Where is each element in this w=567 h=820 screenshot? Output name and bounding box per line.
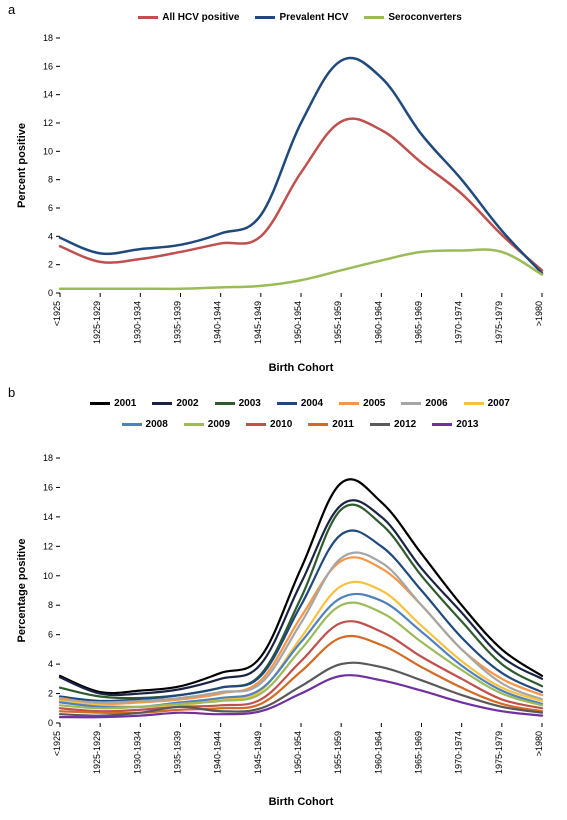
x-tick-label: 1965-1969 [414, 301, 424, 344]
x-tick-label: 1925-1929 [92, 731, 102, 774]
page: a All HCV positivePrevalent HCVSeroconve… [0, 0, 567, 820]
series-line [60, 552, 542, 702]
x-tick-label: 1940-1944 [213, 301, 223, 344]
x-tick-label: >1980 [534, 731, 544, 756]
y-tick-label: 6 [48, 203, 53, 213]
y-tick-label: 18 [43, 453, 53, 463]
x-tick-label: 1950-1954 [293, 731, 303, 774]
y-tick-label: 18 [43, 33, 53, 43]
series-line [60, 119, 542, 271]
x-tick-label: 1940-1944 [213, 731, 223, 774]
x-tick-label: 1930-1934 [132, 301, 142, 344]
chart-b: 0 2 4 6 8 10 12 14 16 18 <1925 1925-1929 1930-1934 19… [2, 398, 562, 813]
y-tick-label: 2 [48, 260, 53, 270]
x-tick-label: 1955-1959 [333, 301, 343, 344]
y-tick-label: 6 [48, 630, 53, 640]
y-tick-label: 10 [43, 146, 53, 156]
x-axis-title: Birth Cohort [269, 362, 334, 374]
y-tick-label: 0 [48, 288, 53, 298]
y-tick-label: 4 [48, 231, 53, 241]
x-tick-label: 1960-1964 [373, 301, 383, 344]
x-tick-label: 1975-1979 [494, 731, 504, 774]
x-tick-label: 1945-1949 [253, 301, 263, 344]
x-tick-label: 1970-1974 [454, 731, 464, 774]
series-line [60, 505, 542, 699]
y-tick-label: 16 [43, 61, 53, 71]
x-tick-label: 1960-1964 [373, 731, 383, 774]
x-tick-label: 1930-1934 [132, 731, 142, 774]
x-tick-label: 1935-1939 [173, 301, 183, 344]
y-tick-label: 0 [48, 718, 53, 728]
x-tick-label: 1945-1949 [253, 731, 263, 774]
y-tick-label: 14 [43, 90, 53, 100]
x-tick-label: 1955-1959 [333, 731, 343, 774]
y-tick-label: 14 [43, 512, 53, 522]
x-tick-label: 1925-1929 [92, 301, 102, 344]
y-tick-label: 8 [48, 175, 53, 185]
x-tick-label: 1935-1939 [173, 731, 183, 774]
y-tick-label: 2 [48, 689, 53, 699]
x-tick-label: <1925 [52, 731, 62, 756]
chart-a: 0 2 4 6 8 10 12 14 16 18 <1925 1925-1929 1930-1934 19… [2, 8, 562, 378]
x-tick-label: 1965-1969 [414, 731, 424, 774]
x-tick-label: >1980 [534, 301, 544, 326]
series-line [60, 250, 542, 289]
x-tick-label: 1950-1954 [293, 301, 303, 344]
y-axis-title: Percent positive [16, 123, 28, 208]
x-axis-title: Birth Cohort [269, 796, 334, 808]
y-tick-label: 8 [48, 600, 53, 610]
y-tick-label: 12 [43, 541, 53, 551]
x-tick-label: 1970-1974 [454, 301, 464, 344]
series-line [60, 58, 542, 273]
y-tick-label: 12 [43, 118, 53, 128]
x-tick-label: <1925 [52, 301, 62, 326]
y-tick-label: 10 [43, 571, 53, 581]
y-tick-label: 4 [48, 659, 53, 669]
y-axis-title: Percentage positive [16, 539, 28, 643]
y-tick-label: 16 [43, 482, 53, 492]
x-tick-label: 1975-1979 [494, 301, 504, 344]
